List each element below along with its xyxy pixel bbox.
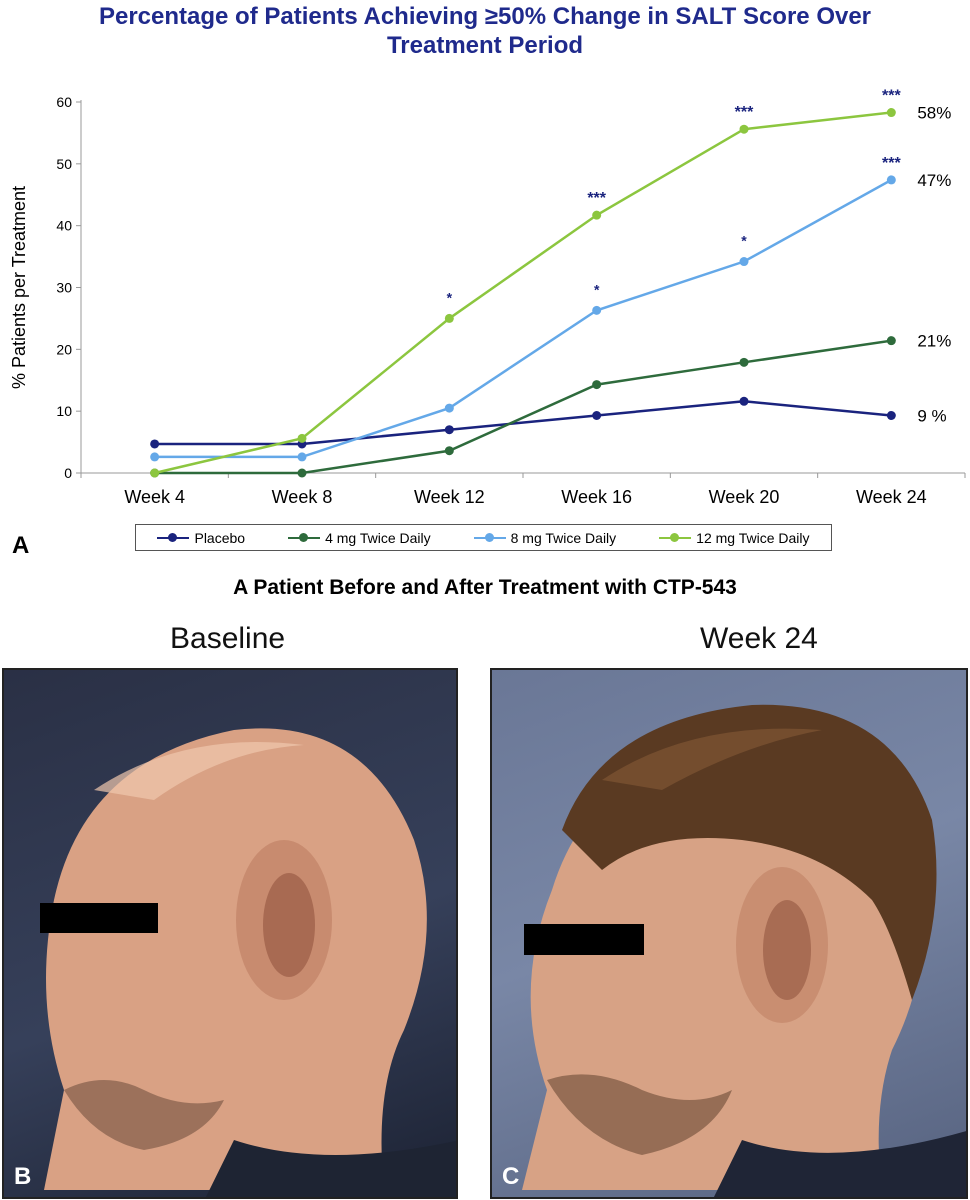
data-point xyxy=(739,257,749,267)
legend-label: 4 mg Twice Daily xyxy=(325,529,431,546)
panel-label-a: A xyxy=(12,532,30,559)
data-point xyxy=(150,468,160,478)
legend-swatch xyxy=(659,532,692,543)
x-tick-label: Week 20 xyxy=(709,487,780,507)
series-line-2 xyxy=(154,178,892,459)
significance-marker: * xyxy=(741,233,747,249)
y-tick-label: 30 xyxy=(56,280,72,296)
data-point xyxy=(444,425,454,435)
data-point xyxy=(592,305,602,315)
series-line-3 xyxy=(154,111,892,475)
legend-label: 8 mg Twice Daily xyxy=(510,529,617,546)
x-tick-label: Week 12 xyxy=(414,487,485,507)
series-line-0 xyxy=(154,400,892,446)
data-point xyxy=(739,396,749,406)
y-axis-label: % Patients per Treatment xyxy=(9,186,29,389)
significance-marker: * xyxy=(447,289,453,305)
y-tick-label: 50 xyxy=(56,156,72,172)
y-tick-label: 20 xyxy=(56,341,72,357)
y-tick-label: 10 xyxy=(56,403,72,419)
data-point xyxy=(297,433,307,443)
data-point xyxy=(297,452,307,462)
bald-head-illustration xyxy=(40,728,456,1197)
privacy-bar xyxy=(40,903,158,933)
y-tick-label: 40 xyxy=(56,218,72,234)
data-point xyxy=(444,403,454,413)
data-point xyxy=(592,410,602,420)
chart-legend: Placebo 4 mg Twice Daily 8 mg Twice Daily 1… xyxy=(135,524,832,551)
series-line-1 xyxy=(154,339,892,475)
x-tick-label: Week 8 xyxy=(272,487,333,507)
chart-title: Percentage of Patients Achieving ≥50% Ch… xyxy=(0,2,970,60)
chart-title-line-1: Percentage of Patients Achieving ≥50% Ch… xyxy=(98,3,872,30)
y-tick-label: 0 xyxy=(64,465,72,481)
figure-subtitle: A Patient Before and After Treatment wit… xyxy=(233,576,737,599)
line-chart: 0 10 20 30 40 50 60 Week 4 Week 8 Week 12 Week 16 W… xyxy=(9,88,966,507)
y-tick-label: 60 xyxy=(56,94,72,110)
panel-label-b: B xyxy=(14,1163,32,1190)
data-point xyxy=(886,336,896,346)
privacy-bar xyxy=(524,924,644,955)
data-point xyxy=(444,446,454,456)
legend-label: 12 mg Twice Daily xyxy=(696,529,810,546)
chart-title-line-2: Treatment Period xyxy=(386,32,584,59)
panel-label-c: C xyxy=(502,1163,520,1190)
legend-entry: 12 mg Twice Daily xyxy=(659,529,810,546)
x-tick-label: Week 16 xyxy=(561,487,632,507)
end-value-label: 58% xyxy=(917,104,951,123)
data-point xyxy=(886,175,896,185)
data-point xyxy=(150,439,160,449)
legend-entry: Placebo xyxy=(157,530,245,546)
legend-entry: 8 mg Twice Daily xyxy=(473,529,617,546)
legend-swatch xyxy=(157,532,190,543)
legend-swatch xyxy=(473,532,506,543)
data-point xyxy=(592,210,602,220)
data-point xyxy=(886,410,896,420)
photo-baseline: B xyxy=(2,668,458,1199)
significance-marker: *** xyxy=(735,104,754,121)
photo-caption-week-24: Week 24 xyxy=(700,622,818,655)
end-value-label: 9 % xyxy=(917,406,946,425)
data-point xyxy=(150,452,160,462)
end-value-label: 47% xyxy=(917,171,951,190)
data-point xyxy=(739,124,749,134)
data-point xyxy=(886,108,896,118)
x-tick-label: Week 24 xyxy=(856,487,927,507)
significance-marker: *** xyxy=(882,155,901,172)
significance-marker: * xyxy=(594,281,600,297)
haired-head-illustration xyxy=(522,704,966,1197)
legend-label: Placebo xyxy=(194,529,246,546)
photo-caption-baseline: Baseline xyxy=(170,622,286,655)
data-point xyxy=(444,313,454,323)
x-tick-label: Week 4 xyxy=(124,487,185,507)
data-point xyxy=(592,380,602,390)
legend-entry: 4 mg Twice Daily xyxy=(288,530,431,546)
end-value-label: 21% xyxy=(917,332,951,351)
data-point xyxy=(297,468,307,478)
significance-marker: *** xyxy=(587,190,606,207)
legend-swatch xyxy=(288,532,321,543)
significance-marker: *** xyxy=(882,88,901,105)
data-point xyxy=(739,357,749,367)
photo-week-24: C xyxy=(490,668,968,1199)
